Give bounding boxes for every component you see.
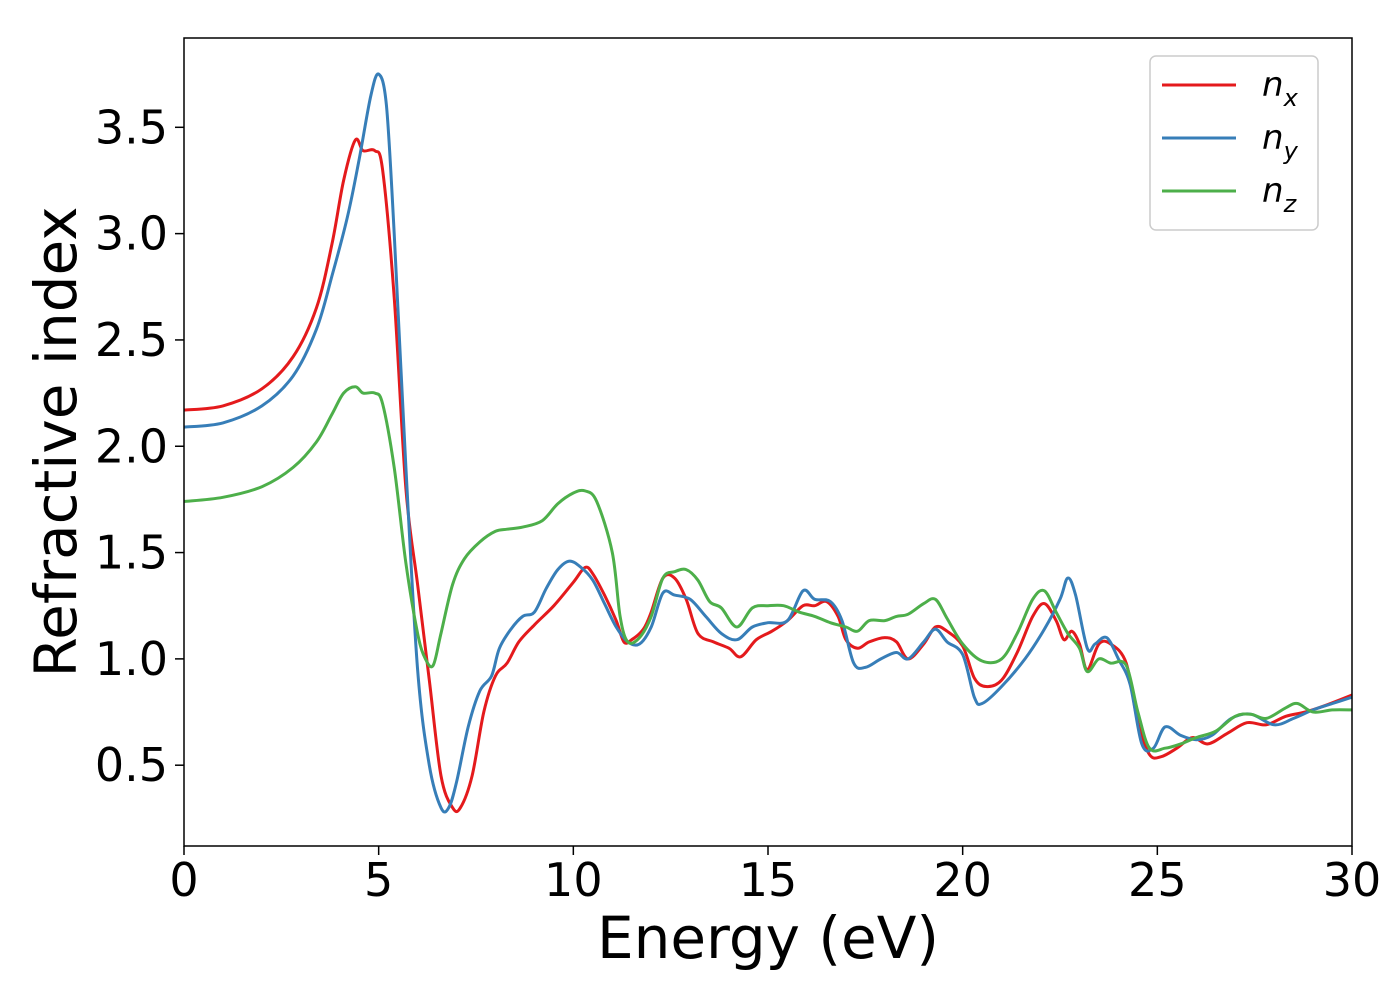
x-tick-label: 5 xyxy=(364,853,393,907)
y-tick-label: 3.5 xyxy=(95,100,168,154)
y-tick-label: 2.5 xyxy=(95,313,168,367)
y-tick-label: 1.0 xyxy=(95,632,168,686)
x-axis-title: Energy (eV) xyxy=(597,904,939,972)
x-tick-label: 30 xyxy=(1323,853,1382,907)
x-tick-label: 25 xyxy=(1128,853,1187,907)
y-tick-label: 2.0 xyxy=(95,419,168,473)
y-tick-label: 0.5 xyxy=(95,738,168,792)
series-layer xyxy=(184,72,1352,814)
x-axis-ticks: 0 5 10 15 20 25 30 xyxy=(169,846,1381,907)
y-axis-title: Refractive index xyxy=(22,206,90,677)
series-line-y xyxy=(184,72,1352,814)
y-axis-ticks: 0.5 1.0 1.5 2.0 2.5 3.0 3.5 xyxy=(95,100,184,792)
legend-label-z: nz xyxy=(1262,171,1298,218)
series-line-x xyxy=(184,137,1352,814)
legend-box xyxy=(1149,55,1319,231)
y-tick-label: 1.5 xyxy=(95,526,168,580)
x-tick-label: 20 xyxy=(933,853,992,907)
y-tick-label: 3.0 xyxy=(95,207,168,261)
series-line-z xyxy=(184,385,1352,753)
x-tick-label: 0 xyxy=(169,853,198,907)
x-tick-label: 10 xyxy=(544,853,603,907)
x-tick-label: 15 xyxy=(739,853,798,907)
